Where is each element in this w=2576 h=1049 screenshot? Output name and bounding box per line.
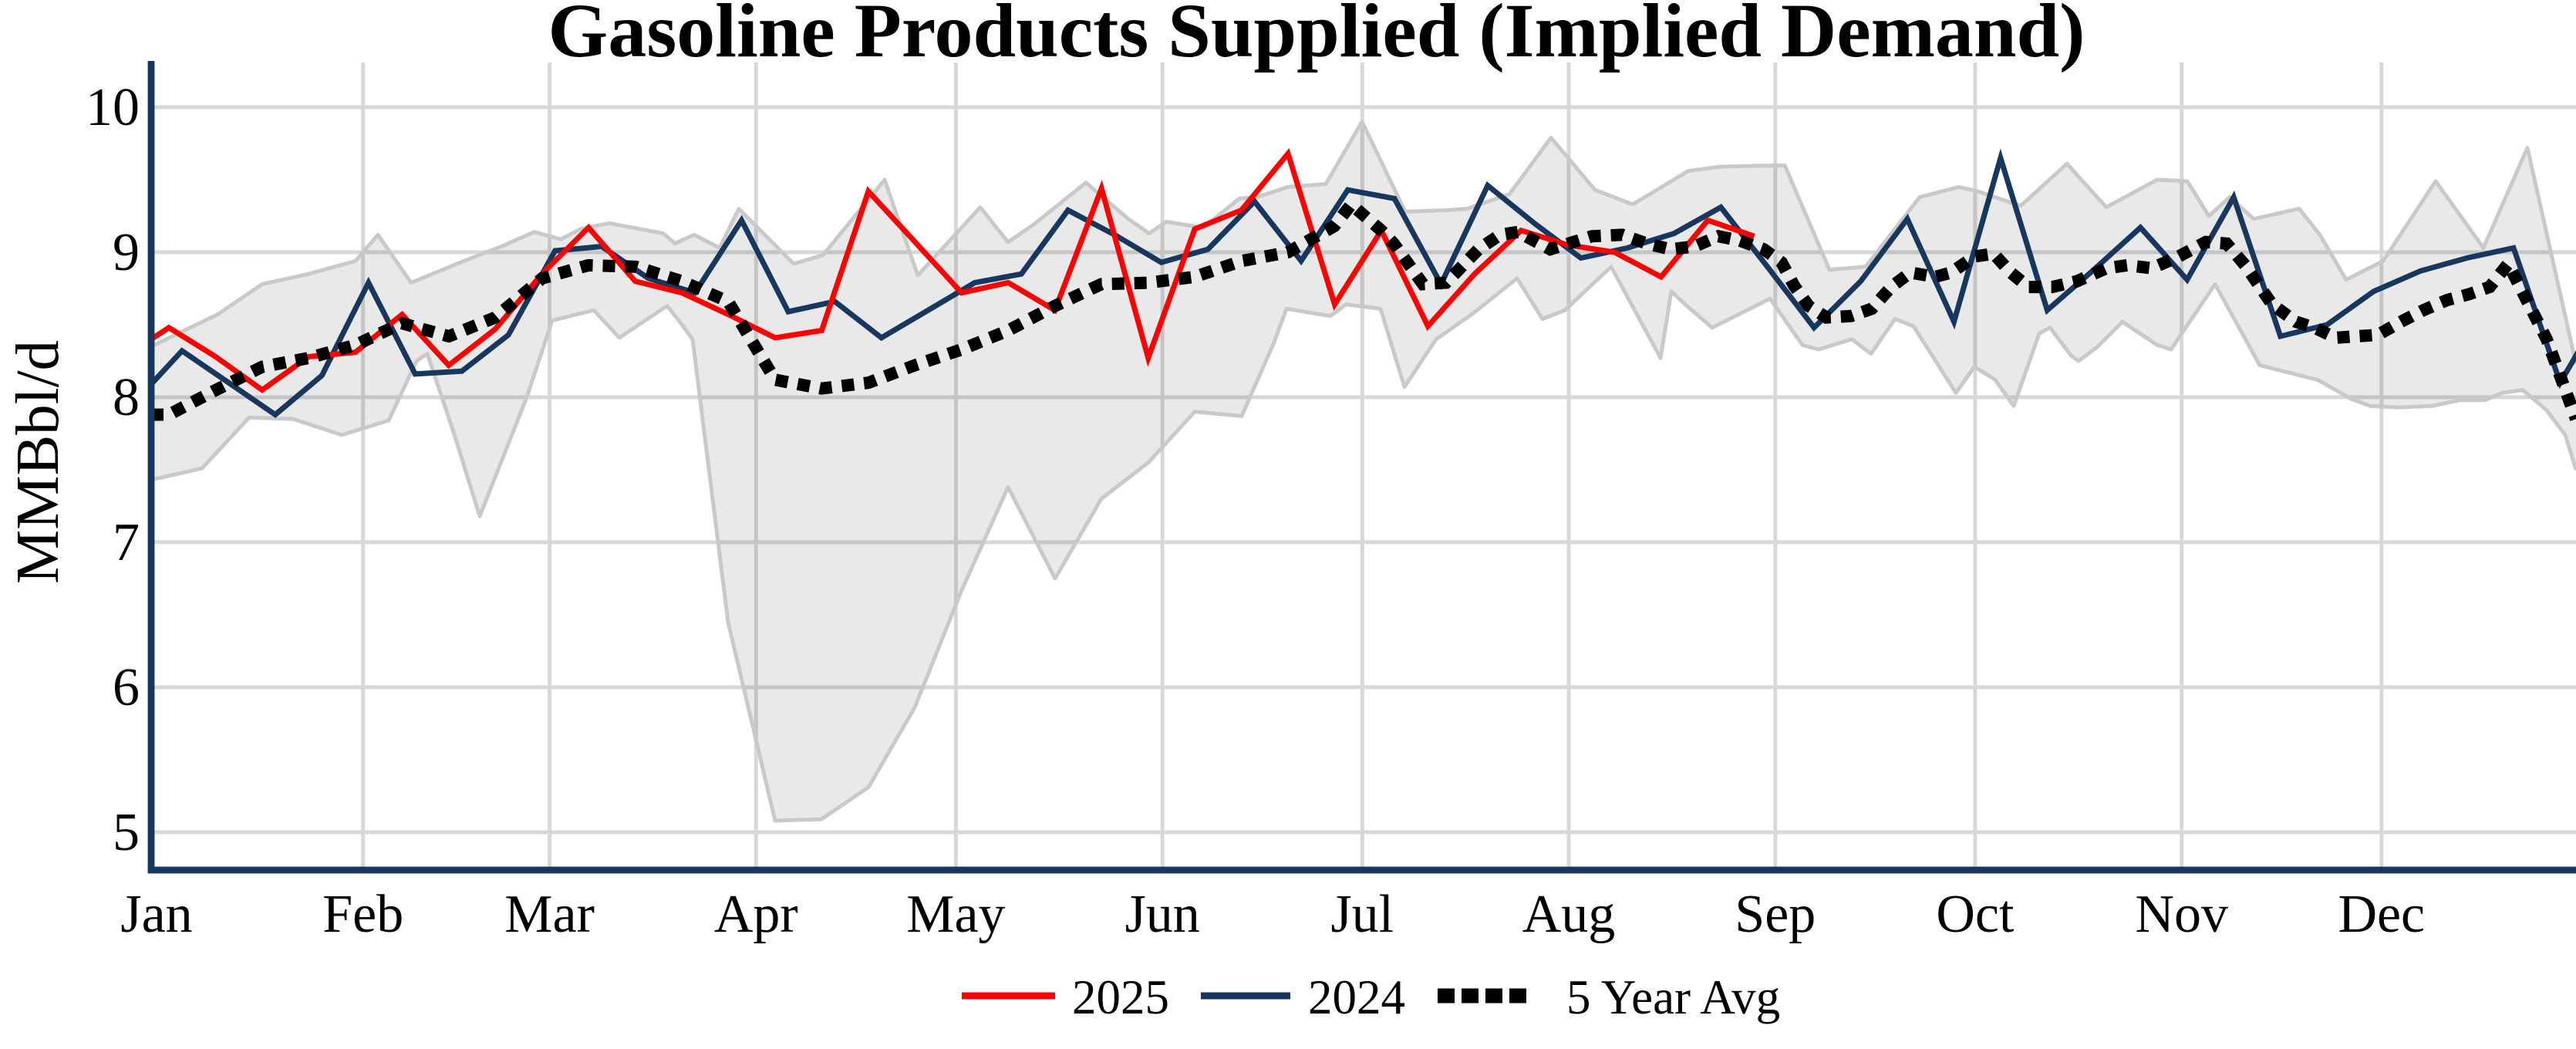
svg-text:10: 10 xyxy=(86,78,140,137)
svg-text:Jul: Jul xyxy=(1330,885,1394,944)
svg-text:Gasoline Products Supplied (Im: Gasoline Products Supplied (Implied Dema… xyxy=(548,0,2085,73)
svg-text:Nov: Nov xyxy=(2135,885,2228,944)
svg-text:5 Year Avg: 5 Year Avg xyxy=(1566,970,1780,1024)
svg-text:8: 8 xyxy=(113,368,140,427)
svg-text:May: May xyxy=(906,885,1005,944)
svg-text:Feb: Feb xyxy=(322,885,403,944)
svg-text:Aug: Aug xyxy=(1522,885,1616,944)
svg-text:Sep: Sep xyxy=(1735,885,1816,944)
svg-text:Jan: Jan xyxy=(120,885,192,944)
svg-text:Mar: Mar xyxy=(504,885,595,944)
svg-text:2024: 2024 xyxy=(1308,970,1405,1024)
svg-text:Apr: Apr xyxy=(714,885,798,944)
svg-text:Jun: Jun xyxy=(1125,885,1200,944)
svg-text:5: 5 xyxy=(113,803,140,862)
svg-text:7: 7 xyxy=(113,513,140,572)
svg-text:6: 6 xyxy=(113,658,140,717)
svg-text:9: 9 xyxy=(113,223,140,282)
svg-text:Dec: Dec xyxy=(2338,885,2425,944)
svg-text:Oct: Oct xyxy=(1936,885,2015,944)
svg-text:MMBbl/d: MMBbl/d xyxy=(5,340,72,584)
svg-text:2025: 2025 xyxy=(1072,970,1169,1024)
